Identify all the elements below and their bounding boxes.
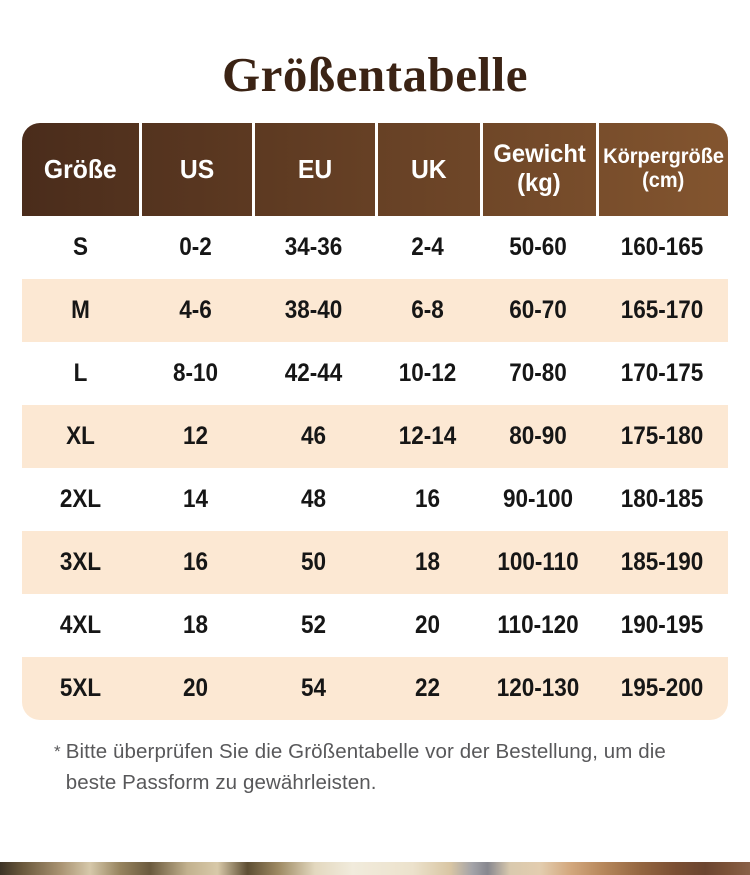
size-cell-uk: 22 (414, 673, 440, 702)
size-cell-eu: 54 (300, 673, 326, 702)
table-row: 4XL 18 52 20 110-120 190-195 (22, 594, 728, 657)
table-body: S 0-2 34-36 2-4 50-60 160-165 M 4-6 38-4… (22, 216, 728, 720)
header-sublabel: (cm) (642, 169, 685, 193)
size-cell-uk: 20 (414, 610, 440, 639)
size-cell-gewicht: 120-130 (496, 673, 580, 702)
size-cell-groesse: 4XL (59, 610, 102, 639)
table-row: S 0-2 34-36 2-4 50-60 160-165 (22, 216, 728, 279)
size-cell-gewicht: 50-60 (509, 232, 567, 261)
table-header: Größe US EU UK Gewicht (kg) Körpergröße (22, 122, 728, 216)
table-row: 3XL 16 50 18 100-110 185-190 (22, 530, 728, 594)
size-cell-koerpergroesse: 170-175 (620, 358, 704, 387)
size-cell-uk: 16 (414, 484, 440, 513)
header-label: Gewicht (493, 139, 586, 168)
table-row: L 8-10 42-44 10-12 70-80 170-175 (22, 342, 728, 405)
size-cell-gewicht: 100-110 (497, 547, 579, 576)
header-cell-eu: EU (251, 122, 375, 216)
header-label: Größe (44, 154, 117, 185)
size-cell-eu: 50 (300, 547, 326, 576)
size-cell-uk: 10-12 (398, 358, 457, 387)
size-cell-us: 14 (182, 484, 208, 513)
size-cell-us: 8-10 (172, 358, 218, 387)
header-cell-us: US (138, 122, 252, 216)
size-cell-groesse: XL (66, 421, 95, 450)
size-cell-eu: 42-44 (284, 358, 343, 387)
size-cell-groesse: 5XL (59, 673, 102, 702)
size-cell-us: 20 (182, 673, 208, 702)
size-cell-eu: 34-36 (284, 232, 343, 261)
size-cell-us: 16 (182, 547, 208, 576)
size-cell-us: 12 (182, 421, 208, 450)
footnote-text: Bitte überprüfen Sie die Größentabelle v… (65, 739, 666, 794)
size-cell-uk: 18 (414, 547, 440, 576)
size-cell-koerpergroesse: 175-180 (620, 421, 704, 450)
table-row: 2XL 14 48 16 90-100 180-185 (22, 468, 728, 531)
size-cell-groesse: M (71, 295, 90, 324)
footnote: * Bitte überprüfen Sie die Größentabelle… (54, 737, 706, 799)
size-cell-groesse: S (72, 232, 88, 261)
header-cell-gewicht: Gewicht (kg) (479, 122, 596, 216)
size-cell-groesse: 2XL (59, 484, 102, 513)
size-cell-us: 4-6 (179, 295, 212, 324)
page-title: Größentabelle (222, 47, 528, 102)
header-label: UK (411, 154, 447, 185)
size-cell-koerpergroesse: 165-170 (620, 295, 704, 324)
size-cell-gewicht: 90-100 (502, 484, 573, 513)
size-cell-uk: 2-4 (411, 232, 444, 261)
size-cell-eu: 38-40 (284, 295, 343, 324)
size-cell-koerpergroesse: 190-195 (620, 610, 704, 639)
size-cell-groesse: 3XL (59, 547, 102, 576)
header-cell-uk: UK (374, 122, 480, 216)
size-cell-us: 0-2 (179, 232, 212, 261)
header-cell-koerpergroesse: Körpergröße (cm) (595, 122, 728, 216)
size-cell-groesse: L (73, 358, 88, 387)
table-row: XL 12 46 12-14 80-90 175-180 (22, 404, 728, 468)
size-cell-eu: 46 (300, 421, 326, 450)
size-cell-eu: 52 (300, 610, 326, 639)
header-sublabel: (kg) (517, 169, 562, 198)
size-cell-koerpergroesse: 195-200 (620, 673, 704, 702)
size-table: Größe US EU UK Gewicht (kg) Körpergröße (22, 122, 728, 720)
size-cell-uk: 12-14 (398, 421, 457, 450)
table-row: M 4-6 38-40 6-8 60-70 165-170 (22, 278, 728, 342)
size-cell-eu: 48 (300, 484, 326, 513)
size-cell-gewicht: 80-90 (509, 421, 567, 450)
bottom-image-strip (0, 862, 750, 875)
footnote-marker: * (54, 741, 61, 761)
size-cell-koerpergroesse: 180-185 (620, 484, 704, 513)
size-cell-us: 18 (182, 610, 208, 639)
size-cell-koerpergroesse: 160-165 (620, 232, 704, 261)
size-cell-gewicht: 110-120 (497, 610, 579, 639)
size-cell-uk: 6-8 (411, 295, 444, 324)
size-cell-gewicht: 70-80 (509, 358, 567, 387)
header-label: Körpergröße (602, 144, 724, 168)
header-cell-groesse: Größe (22, 123, 139, 216)
header-label: EU (297, 154, 333, 185)
header-label: US (179, 154, 215, 185)
size-cell-koerpergroesse: 185-190 (620, 547, 704, 576)
size-cell-gewicht: 60-70 (509, 295, 567, 324)
table-row: 5XL 20 54 22 120-130 195-200 (22, 656, 728, 720)
